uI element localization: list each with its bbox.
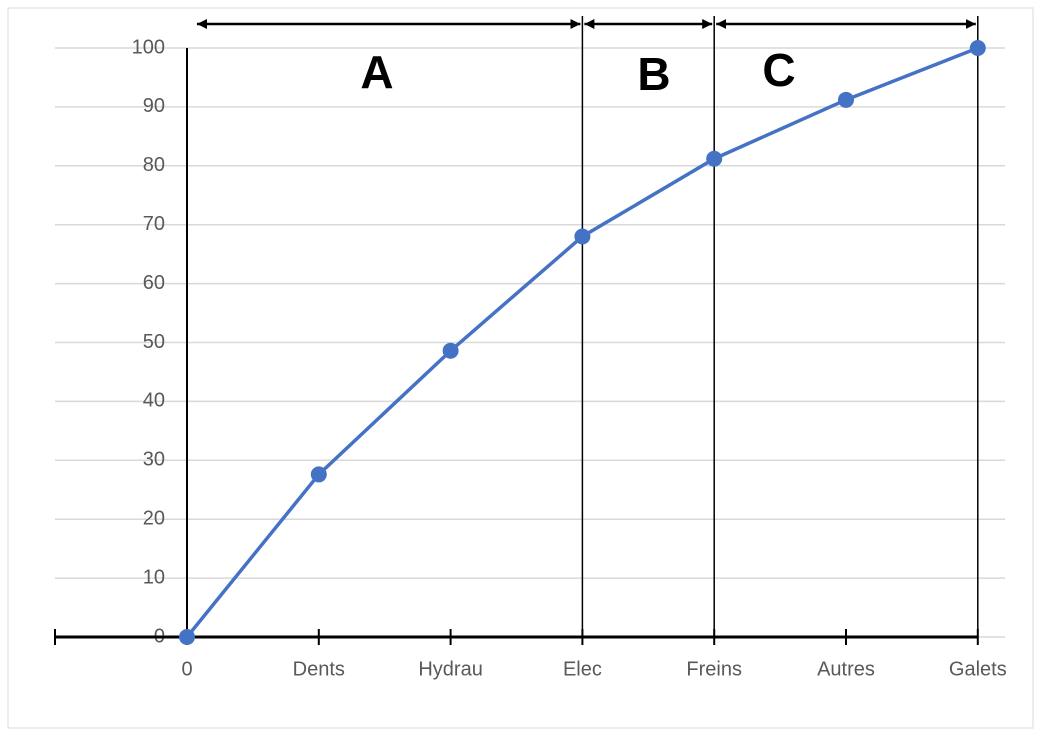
- x-tick-label: Autres: [817, 658, 875, 680]
- point: [969, 40, 986, 56]
- y-tick-label: 20: [143, 507, 165, 529]
- point: [442, 342, 459, 359]
- x-tick-label: Freins: [686, 658, 742, 680]
- y-tick-label: 90: [143, 95, 165, 117]
- point: [838, 91, 854, 108]
- y-tick-label: 30: [143, 449, 165, 471]
- chart-border: [7, 7, 1034, 729]
- point: [179, 629, 195, 645]
- zone-label: A: [360, 46, 393, 98]
- point: [706, 150, 723, 167]
- x-tick-label: Elec: [563, 658, 602, 680]
- point: [310, 466, 327, 483]
- y-tick-label: 60: [143, 272, 165, 294]
- y-tick-label: 100: [132, 36, 165, 58]
- x-tick-label: Hydrau: [418, 658, 482, 680]
- x-tick-label: 0: [181, 658, 192, 680]
- y-tick-label: 80: [143, 154, 165, 176]
- y-tick-label: 70: [143, 213, 165, 235]
- x-tick-label: Galets: [949, 658, 1007, 680]
- y-tick-label: 40: [143, 390, 165, 412]
- zone-label: C: [762, 44, 795, 96]
- point: [574, 228, 591, 245]
- zone-label: B: [637, 48, 670, 100]
- y-tick-label: 50: [143, 331, 165, 353]
- y-tick-label: 10: [143, 566, 165, 588]
- x-tick-label: Dents: [293, 658, 345, 680]
